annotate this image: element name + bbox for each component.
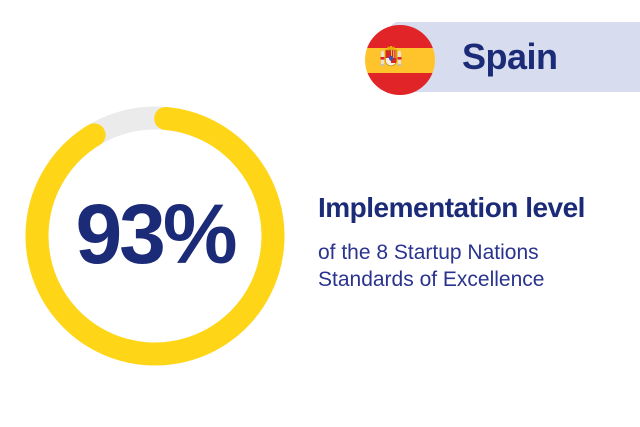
implementation-donut-chart: 93% xyxy=(15,96,295,376)
donut-progress xyxy=(25,106,285,366)
spain-flag-icon xyxy=(365,25,435,95)
spain-coat-of-arms-icon xyxy=(380,45,402,67)
description-title: Implementation level xyxy=(318,192,585,223)
percentage-value: 93% xyxy=(75,186,237,281)
flag-red-band-top xyxy=(365,25,435,48)
country-name-label: Spain xyxy=(462,36,558,77)
description-block: Implementation level of the 8 Startup Na… xyxy=(318,192,618,293)
flag-red-band-bottom xyxy=(365,73,435,95)
description-subtitle-line1: of the 8 Startup Nations xyxy=(318,241,539,264)
description-subtitle-line2: Standards of Excellence xyxy=(318,268,545,291)
description-subtitle: of the 8 Startup Nations Standards of Ex… xyxy=(318,239,618,293)
donut-chart-svg xyxy=(25,106,285,366)
